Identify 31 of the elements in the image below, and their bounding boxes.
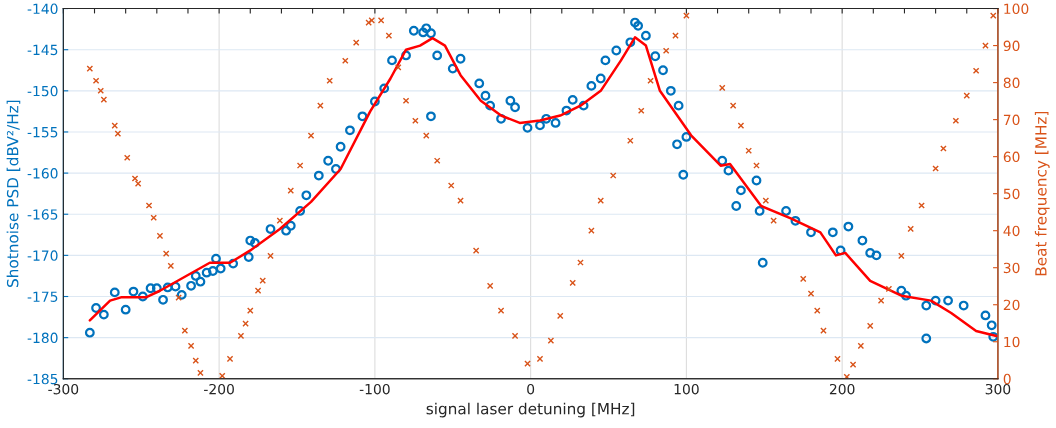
y-tick-label: -170 (27, 250, 58, 261)
x-tick-label: 100 (674, 383, 699, 395)
y2-tick-label: 30 (1003, 262, 1020, 274)
y2-tick-label: 70 (1003, 114, 1020, 126)
y2-tick-label: 20 (1003, 299, 1020, 311)
x-tick-label: 200 (829, 383, 855, 395)
y2-axis-title: Beat frequency [MHz] (1034, 111, 1050, 276)
x-tick-label: 0 (527, 383, 535, 395)
y2-tick-label: 60 (1003, 151, 1020, 163)
y-tick-label: -165 (27, 209, 58, 220)
x-tick-label: -200 (204, 383, 234, 395)
y-tick-label: -150 (27, 85, 58, 97)
y-tick-label: -155 (27, 127, 58, 138)
y-tick-label: -145 (27, 44, 58, 56)
y2-tick-label: 90 (1003, 40, 1020, 52)
x-tick-label: -100 (359, 383, 390, 395)
y2-tick-label: 50 (1003, 188, 1020, 200)
y-tick-label: -185 (27, 373, 58, 385)
x-tick-label: 300 (985, 383, 1011, 395)
y-axis-title: Shotnoise PSD [dBV²/Hz] (6, 100, 21, 287)
y2-tick-label: 0 (1003, 373, 1011, 385)
y2-tick-label: 80 (1003, 77, 1020, 89)
y-tick-label: -180 (27, 332, 58, 344)
y2-tick-label: 100 (1004, 3, 1029, 15)
x-axis-title: signal laser detuning [MHz] (426, 402, 635, 418)
x-tick-label: -300 (48, 383, 79, 395)
y-tick-label: -140 (27, 3, 58, 15)
y-tick-label: -160 (27, 168, 58, 179)
y2-tick-label: 40 (1003, 225, 1020, 237)
y2-tick-label: 10 (1004, 336, 1020, 348)
y-tick-label: -175 (27, 291, 58, 302)
